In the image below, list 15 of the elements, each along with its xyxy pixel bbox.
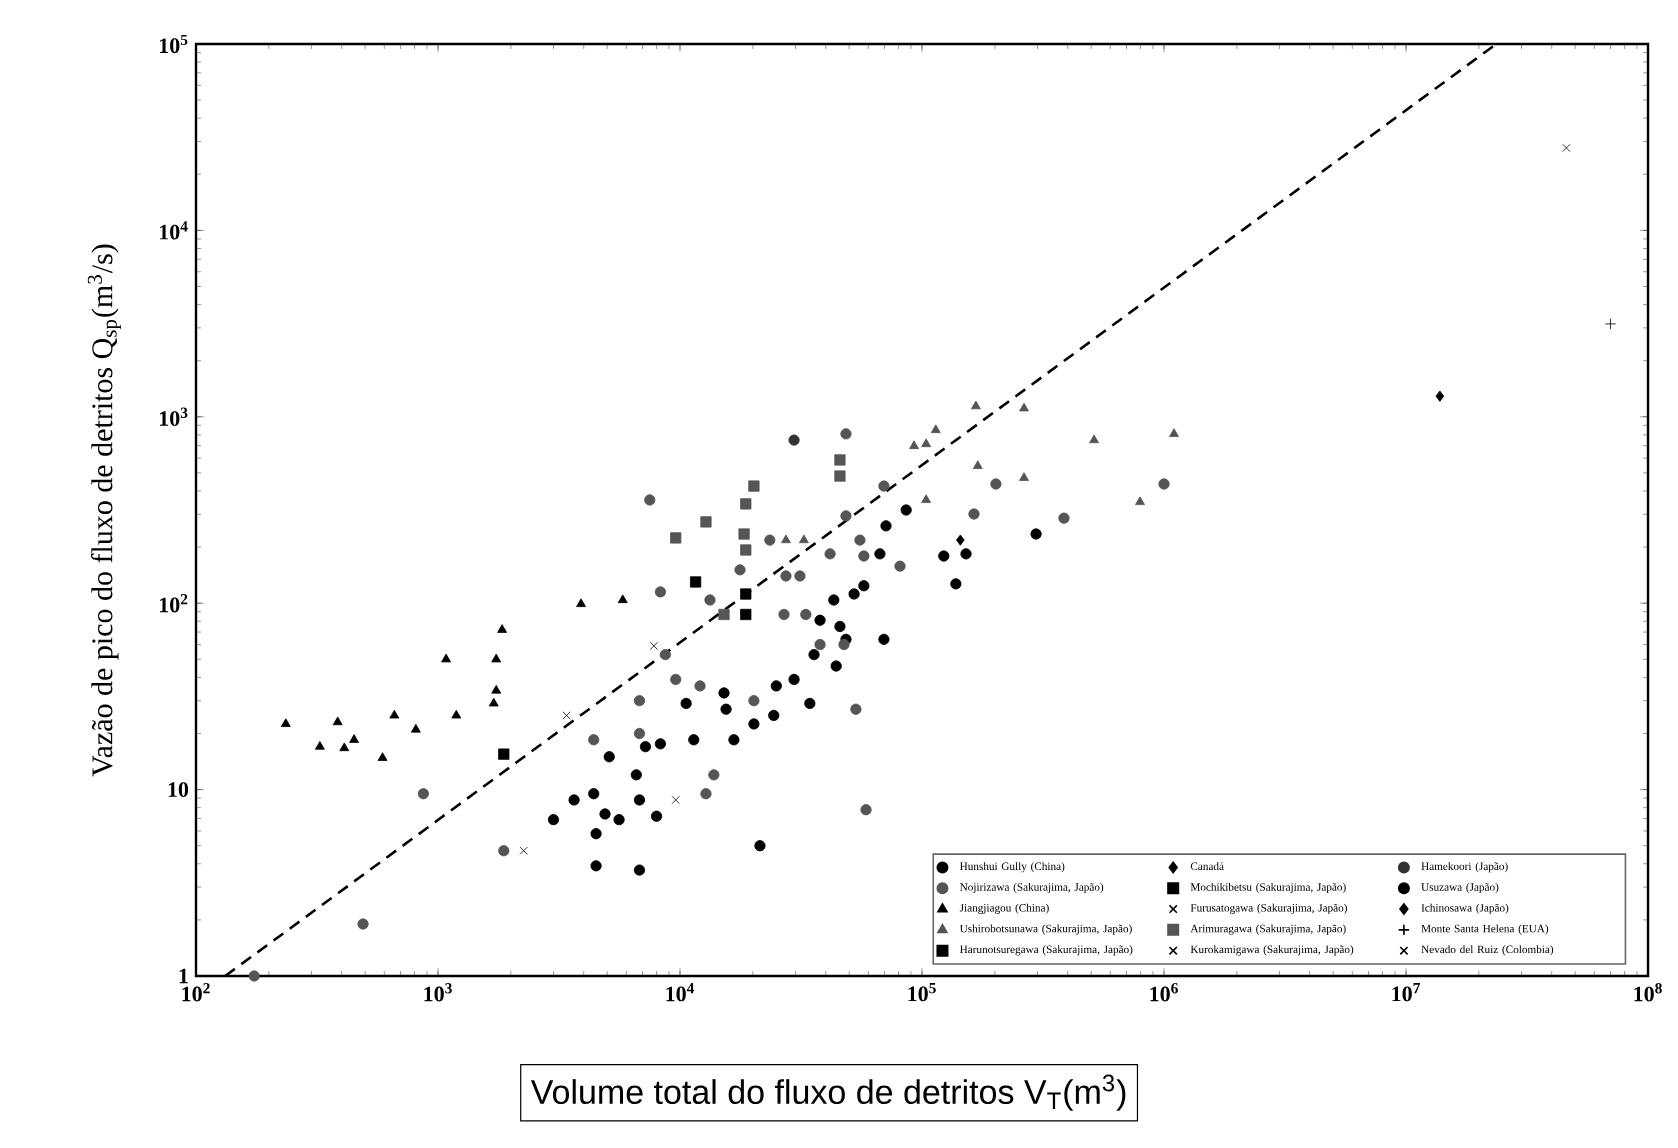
y-tick-label: 10$^{2}$ [160,594,188,613]
y-tick-label: 1 [179,968,188,984]
x-tick-label: 10$^{5}$ [908,983,936,1002]
x-axis-title: Volume total do fluxo de detritos V$_{T}$(m$^{3}$) [530,1074,1126,1111]
y-tick-label: 10$^{5}$ [160,34,188,54]
x-tick-label: 10$^{7}$ [1392,983,1420,1002]
x-tick-label: 10$^{2}$ [182,983,210,1002]
x-tick-label: 10$^{4}$ [666,983,695,1002]
x-tick-label: 10$^{6}$ [1150,983,1178,1002]
y-axis-title: Vazão de pico do fluxo de detritos Q$_{sp}$(m$^{3}$/s) [87,244,121,777]
y-tick-label: 10 [168,782,189,798]
x-tick-label: 10$^{3}$ [424,983,452,1002]
x-tick-label: 10$^{8}$ [1634,983,1662,1002]
y-tick-label: 10$^{3}$ [160,407,188,426]
y-tick-label: 10$^{4}$ [160,221,188,240]
